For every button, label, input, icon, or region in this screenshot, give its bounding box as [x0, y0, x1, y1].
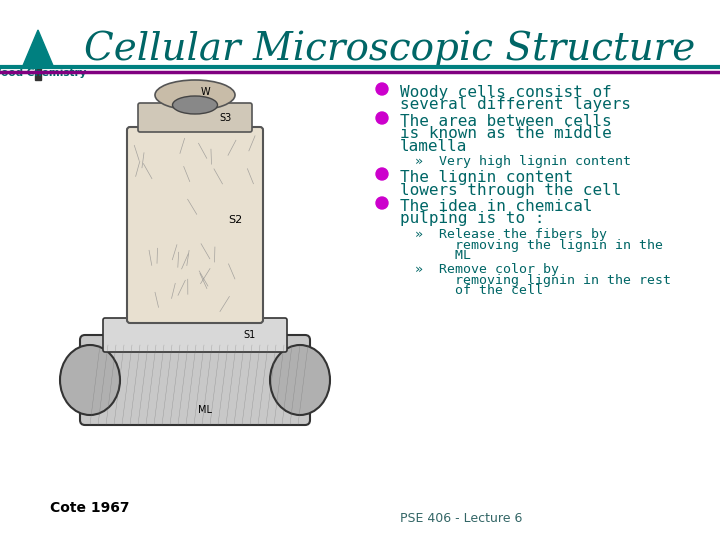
Ellipse shape [270, 345, 330, 415]
Text: ML: ML [198, 405, 212, 415]
Text: S1: S1 [244, 330, 256, 340]
FancyBboxPatch shape [103, 318, 287, 352]
Text: is known as the middle: is known as the middle [400, 126, 612, 141]
FancyBboxPatch shape [138, 103, 252, 132]
Circle shape [376, 197, 388, 209]
Text: Cellular Microscopic Structure: Cellular Microscopic Structure [84, 30, 696, 68]
Circle shape [376, 112, 388, 124]
Text: several different layers: several different layers [400, 98, 631, 112]
Bar [35, 68, 41, 80]
Text: S2: S2 [228, 215, 242, 225]
Text: ML: ML [415, 249, 471, 262]
Text: lamella: lamella [400, 139, 467, 154]
Text: The area between cells: The area between cells [400, 114, 612, 129]
Polygon shape [22, 30, 54, 68]
Text: lowers through the cell: lowers through the cell [400, 183, 621, 198]
Ellipse shape [155, 80, 235, 110]
Text: PSE 406 - Lecture 6: PSE 406 - Lecture 6 [400, 511, 523, 524]
Text: Wood Chemistry: Wood Chemistry [0, 68, 86, 78]
Text: »  Remove color by: » Remove color by [415, 264, 559, 276]
Text: S3: S3 [219, 113, 231, 123]
Text: of the cell: of the cell [415, 285, 543, 298]
Text: The idea in chemical: The idea in chemical [400, 199, 593, 214]
Text: The lignin content: The lignin content [400, 170, 573, 185]
FancyBboxPatch shape [127, 127, 263, 323]
Text: removing the lignin in the: removing the lignin in the [415, 239, 663, 252]
FancyBboxPatch shape [80, 335, 310, 425]
Text: Woody cells consist of: Woody cells consist of [400, 85, 612, 100]
Text: removing lignin in the rest: removing lignin in the rest [415, 274, 671, 287]
Text: pulping is to :: pulping is to : [400, 212, 544, 226]
Text: »  Very high lignin content: » Very high lignin content [415, 156, 631, 168]
Text: »  Release the fibers by: » Release the fibers by [415, 228, 607, 241]
Ellipse shape [60, 345, 120, 415]
Circle shape [376, 83, 388, 95]
Circle shape [376, 168, 388, 180]
Text: W: W [200, 87, 210, 97]
Ellipse shape [173, 96, 217, 114]
Text: Cote 1967: Cote 1967 [50, 501, 130, 515]
